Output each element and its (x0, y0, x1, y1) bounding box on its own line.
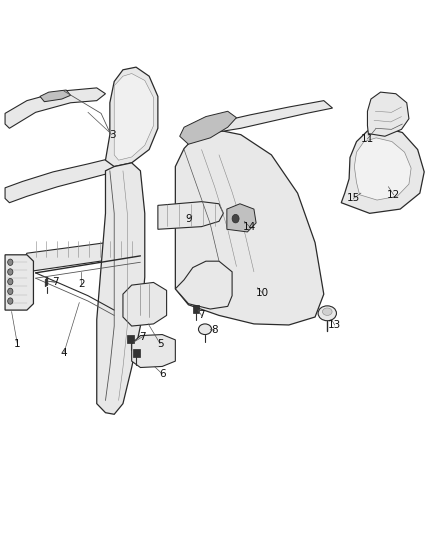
Polygon shape (367, 92, 409, 136)
Text: 5: 5 (157, 338, 163, 349)
Polygon shape (354, 138, 411, 200)
Text: 14: 14 (243, 222, 256, 232)
Text: 12: 12 (387, 190, 400, 200)
Polygon shape (175, 130, 324, 325)
Circle shape (8, 278, 13, 285)
Polygon shape (5, 158, 123, 203)
Polygon shape (158, 201, 223, 229)
Polygon shape (106, 67, 158, 166)
Text: 3: 3 (109, 130, 115, 140)
Text: 7: 7 (198, 310, 205, 320)
Ellipse shape (322, 308, 332, 316)
Polygon shape (127, 335, 134, 343)
Text: 9: 9 (185, 214, 192, 224)
Circle shape (8, 259, 13, 265)
Polygon shape (5, 255, 33, 310)
Polygon shape (132, 335, 175, 368)
Circle shape (8, 298, 13, 304)
Text: 6: 6 (159, 369, 166, 379)
Polygon shape (97, 163, 145, 414)
Polygon shape (45, 277, 48, 287)
Polygon shape (22, 237, 141, 272)
Text: 11: 11 (361, 134, 374, 144)
Text: 13: 13 (328, 320, 341, 330)
Text: 7: 7 (52, 278, 59, 287)
Polygon shape (133, 349, 140, 357)
Text: 1: 1 (14, 338, 21, 349)
Polygon shape (180, 111, 237, 144)
Polygon shape (175, 261, 232, 309)
Polygon shape (227, 204, 256, 232)
Text: 8: 8 (211, 325, 218, 335)
Polygon shape (123, 282, 166, 326)
Polygon shape (341, 127, 424, 213)
Ellipse shape (198, 324, 212, 335)
Text: 4: 4 (61, 348, 67, 358)
Ellipse shape (318, 306, 336, 321)
Text: 15: 15 (347, 193, 360, 204)
Polygon shape (206, 101, 332, 133)
Polygon shape (193, 305, 199, 313)
Polygon shape (40, 90, 71, 102)
Circle shape (8, 269, 13, 275)
Polygon shape (5, 88, 106, 128)
Polygon shape (114, 74, 153, 160)
Text: 2: 2 (78, 279, 85, 288)
Circle shape (8, 288, 13, 295)
Text: 7: 7 (139, 332, 146, 342)
Circle shape (232, 214, 239, 223)
Text: 10: 10 (256, 288, 269, 298)
